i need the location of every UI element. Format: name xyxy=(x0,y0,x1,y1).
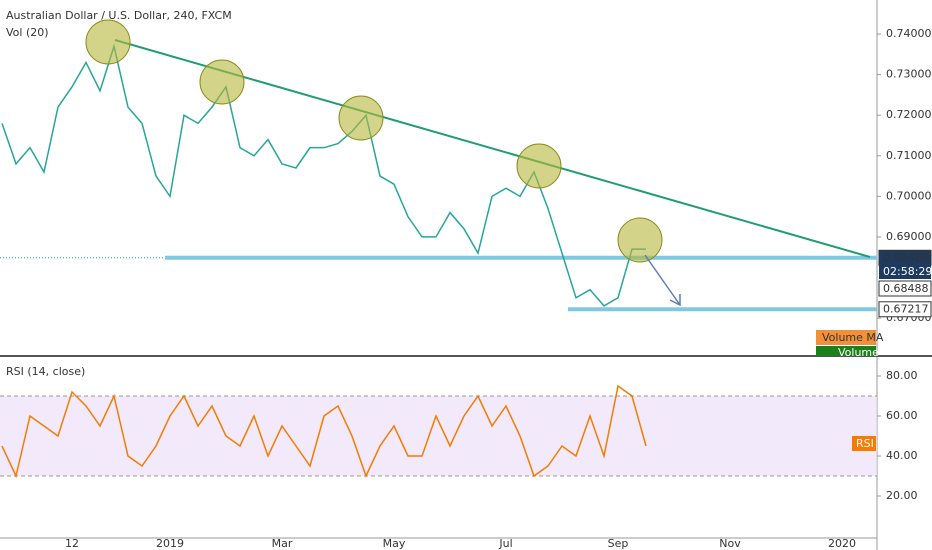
y-tick-label: 0.69000 xyxy=(886,230,932,243)
badge xyxy=(816,346,876,356)
series-line xyxy=(1,384,647,479)
highlight-circle xyxy=(617,217,663,263)
badge xyxy=(878,280,932,297)
legend-label: Volume MA xyxy=(822,331,884,344)
badge xyxy=(852,436,876,451)
x-tick-label: Nov xyxy=(719,537,741,550)
x-tick-label: 12 xyxy=(65,537,79,550)
level-label: 0.67217 xyxy=(883,302,929,315)
highlight-circle xyxy=(85,19,131,65)
chart-title: Australian Dollar / U.S. Dollar, 240, FX… xyxy=(6,9,232,22)
level-label: 0.68486 xyxy=(883,251,929,264)
badge xyxy=(879,264,931,279)
highlight-circle xyxy=(338,95,384,141)
x-tick-label: 2019 xyxy=(156,537,184,550)
y-tick-label: 0.73000 xyxy=(886,68,932,81)
x-tick-label: May xyxy=(383,537,406,550)
price-badge: 0.68488 xyxy=(883,282,929,295)
countdown: 02:58:29 xyxy=(883,265,932,278)
y-tick-label: 0.71000 xyxy=(886,149,932,162)
y-tick-label: 80.00 xyxy=(886,369,918,382)
legend-label: Volume xyxy=(838,346,879,359)
rsi-title: RSI (14, close) xyxy=(6,365,85,378)
rsi-label: RSI xyxy=(856,437,874,450)
badge xyxy=(816,330,876,345)
y-tick-label: 0.72000 xyxy=(886,108,932,121)
x-tick-label: 2020 xyxy=(828,537,856,550)
x-tick-label: Mar xyxy=(272,537,293,550)
x-tick-label: Sep xyxy=(608,537,629,550)
y-tick-label: 0.74000 xyxy=(886,27,932,40)
y-tick-label: 40.00 xyxy=(886,449,918,462)
x-tick-label: Jul xyxy=(498,537,512,550)
highlight-circle xyxy=(516,143,562,189)
y-tick-label: 0.70000 xyxy=(886,189,932,202)
y-tick-label: 60.00 xyxy=(886,409,918,422)
highlight-circle xyxy=(199,59,245,105)
arrow xyxy=(644,254,681,307)
level-badge xyxy=(878,301,932,318)
y-tick-label: 20.00 xyxy=(886,489,918,502)
subtitle: Vol (20) xyxy=(6,26,49,39)
rsi-band xyxy=(0,396,877,476)
